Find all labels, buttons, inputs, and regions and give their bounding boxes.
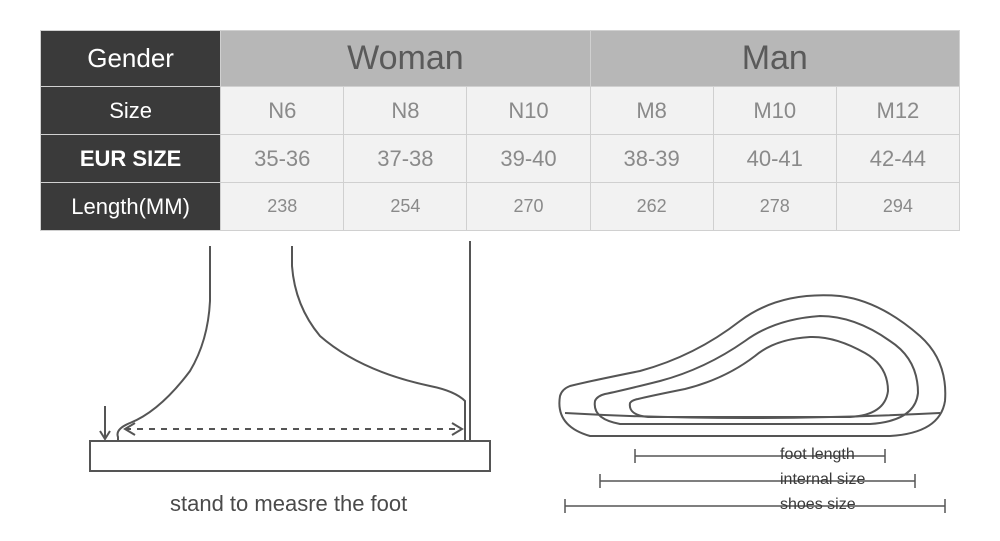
cell: N6 (221, 87, 344, 135)
table-row: EUR SIZE 35-36 37-38 39-40 38-39 40-41 4… (41, 135, 960, 183)
size-chart-table: Gender Woman Man Size N6 N8 N10 M8 M10 M… (40, 30, 960, 231)
cell: 238 (221, 183, 344, 231)
shoe-size-svg (520, 241, 980, 541)
cell: M12 (836, 87, 959, 135)
table-row: Length(MM) 238 254 270 262 278 294 (41, 183, 960, 231)
cell: 38-39 (590, 135, 713, 183)
row-label-eur: EUR SIZE (41, 135, 221, 183)
cell: 42-44 (836, 135, 959, 183)
cell: 270 (467, 183, 590, 231)
cell: M10 (713, 87, 836, 135)
shoe-size-diagram: foot length internal size shoes size (520, 241, 980, 541)
cell: N8 (344, 87, 467, 135)
cell: 37-38 (344, 135, 467, 183)
cell: 40-41 (713, 135, 836, 183)
cell: 35-36 (221, 135, 344, 183)
table-row: Size N6 N8 N10 M8 M10 M12 (41, 87, 960, 135)
diagrams-row: stand to measre the foot (60, 241, 940, 541)
cell: 39-40 (467, 135, 590, 183)
row-label-length: Length(MM) (41, 183, 221, 231)
foot-measure-caption: stand to measre the foot (170, 491, 407, 517)
foot-measure-diagram: stand to measre the foot (60, 241, 520, 541)
cell: M8 (590, 87, 713, 135)
header-gender: Gender (41, 31, 221, 87)
cell: 278 (713, 183, 836, 231)
row-label-size: Size (41, 87, 221, 135)
header-group-woman: Woman (221, 31, 590, 87)
cell: 262 (590, 183, 713, 231)
header-group-man: Man (590, 31, 959, 87)
cell: 294 (836, 183, 959, 231)
label-shoes-size: shoes size (780, 496, 856, 514)
label-foot-length: foot length (780, 446, 855, 464)
label-internal-size: internal size (780, 471, 865, 489)
table-header-row: Gender Woman Man (41, 31, 960, 87)
cell: 254 (344, 183, 467, 231)
cell: N10 (467, 87, 590, 135)
